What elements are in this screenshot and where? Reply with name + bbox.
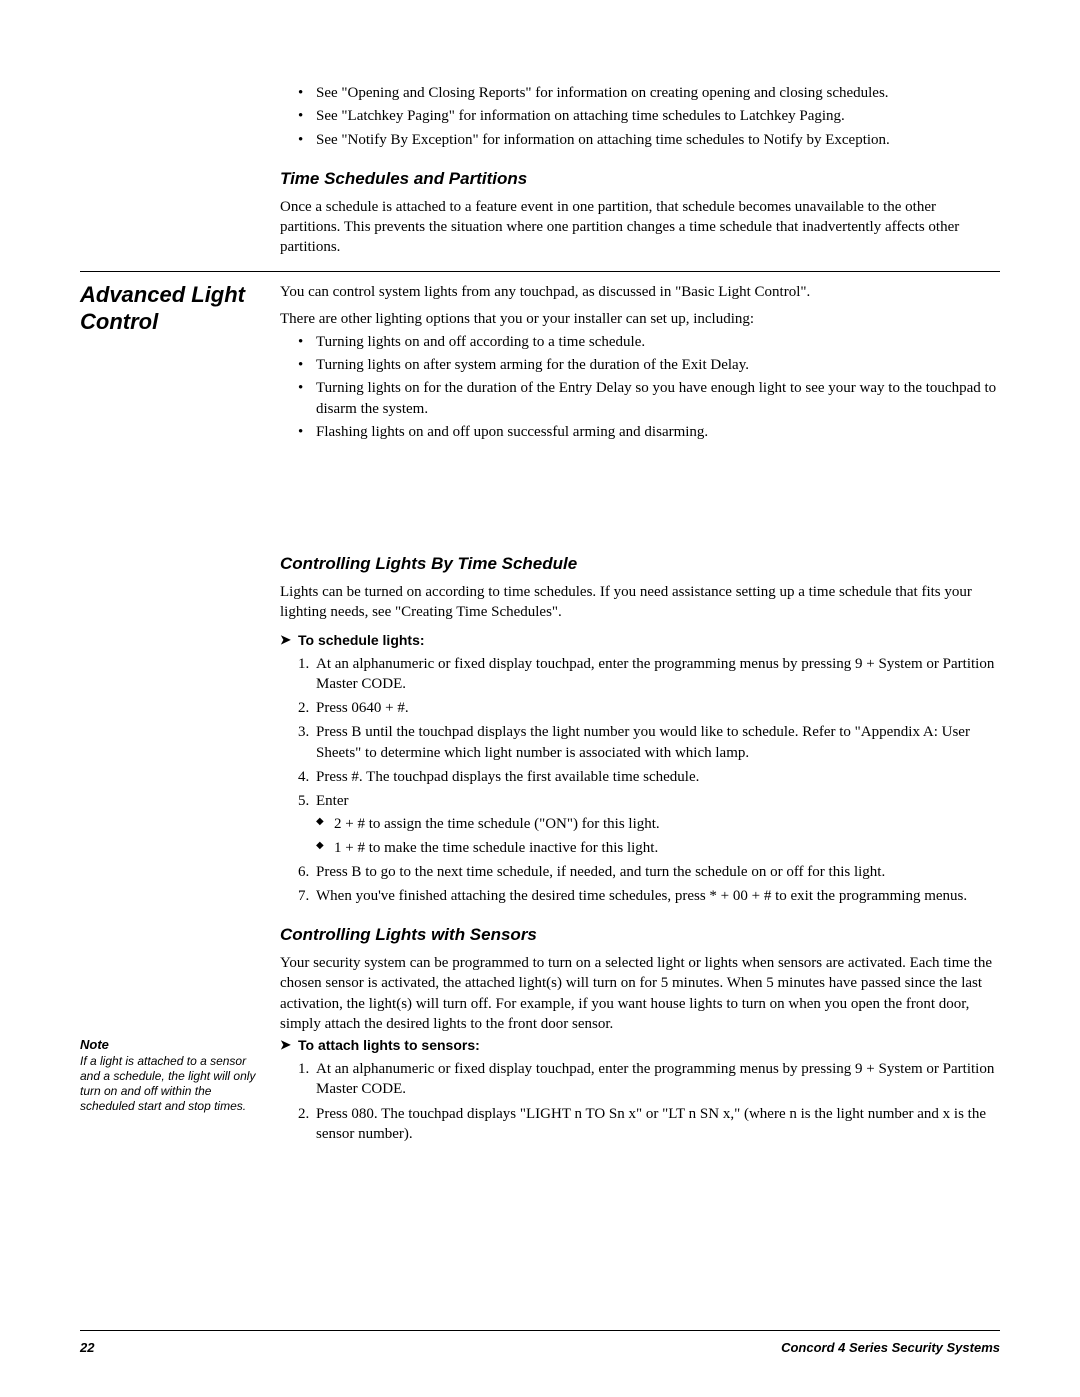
- bullet-text: Turning lights on after system arming fo…: [316, 357, 749, 373]
- light-options-bullets: Turning lights on and off according to a…: [280, 332, 1000, 442]
- step-text: .: [405, 700, 409, 716]
- intro-bullets: See "Opening and Closing Reports" for in…: [280, 83, 1000, 150]
- step-text: Press: [316, 700, 351, 716]
- divider: [80, 271, 1000, 272]
- procedure-heading: To attach lights to sensors:: [280, 1036, 1000, 1055]
- step: Press #. The touchpad displays the first…: [298, 767, 1000, 787]
- step: Press 080. The touchpad displays "LIGHT …: [298, 1104, 1000, 1145]
- code-text: 2 + #: [334, 816, 365, 832]
- subhead-time-schedules-partitions: Time Schedules and Partitions: [280, 168, 1000, 191]
- product-name: Concord 4 Series Security Systems: [781, 1339, 1000, 1357]
- step: At an alphanumeric or fixed display touc…: [298, 1059, 1000, 1100]
- paragraph: Lights can be turned on according to tim…: [280, 582, 1000, 623]
- code-text: B: [351, 864, 361, 880]
- step-text: . The touchpad displays "LIGHT n TO Sn x…: [316, 1106, 986, 1142]
- list-item: Turning lights on after system arming fo…: [316, 355, 1000, 375]
- step-text: Enter: [316, 793, 348, 809]
- step-text: At an alphanumeric or fixed display touc…: [316, 1061, 855, 1077]
- paragraph: You can control system lights from any t…: [280, 282, 1000, 302]
- list-item: Turning lights on for the duration of th…: [316, 378, 1000, 419]
- step-text: Press: [316, 724, 351, 740]
- step-text: Press: [316, 769, 351, 785]
- list-item: 2 + # to assign the time schedule ("ON")…: [334, 814, 1000, 834]
- step: When you've finished attaching the desir…: [298, 886, 1000, 906]
- enter-options: 2 + # to assign the time schedule ("ON")…: [298, 814, 1000, 858]
- code-text: B: [351, 724, 361, 740]
- step-text: . The touchpad displays the first availa…: [359, 769, 699, 785]
- attach-lights-sensors-steps: At an alphanumeric or fixed display touc…: [280, 1059, 1000, 1144]
- bullet-text: Turning lights on for the duration of th…: [316, 380, 996, 416]
- step-text: until the touchpad displays the light nu…: [316, 724, 970, 760]
- code-text: 0640 + #: [351, 700, 404, 716]
- paragraph: Once a schedule is attached to a feature…: [280, 197, 1000, 258]
- code-text: CODE: [361, 676, 402, 692]
- step-text: to assign the time schedule ("ON") for t…: [365, 816, 660, 832]
- step: Press B to go to the next time schedule,…: [298, 862, 1000, 882]
- list-item: Turning lights on and off according to a…: [316, 332, 1000, 352]
- step-text: to go to the next time schedule, if need…: [361, 864, 885, 880]
- step-text: At an alphanumeric or fixed display touc…: [316, 656, 855, 672]
- bullet-text: Flashing lights on and off upon successf…: [316, 424, 708, 440]
- step-text: .: [402, 1081, 406, 1097]
- step-text: When you've finished attaching the desir…: [316, 888, 709, 904]
- code-text: 9: [855, 656, 863, 672]
- list-item: 1 + # to make the time schedule inactive…: [334, 838, 1000, 858]
- step: Press 0640 + #.: [298, 698, 1000, 718]
- step-text: .: [402, 676, 406, 692]
- subhead-controlling-lights-with-sensors: Controlling Lights with Sensors: [280, 924, 1000, 947]
- step-text: to make the time schedule inactive for t…: [365, 840, 658, 856]
- code-text: 1 + #: [334, 840, 365, 856]
- step: Press B until the touchpad displays the …: [298, 722, 1000, 763]
- list-item: Flashing lights on and off upon successf…: [316, 422, 1000, 442]
- page-footer: 22 Concord 4 Series Security Systems: [80, 1330, 1000, 1357]
- step-text: to exit the programming menus.: [771, 888, 967, 904]
- bullet-text: Turning lights on and off according to a…: [316, 334, 645, 350]
- code-text: * + 00 + #: [709, 888, 771, 904]
- bullet-text: See "Latchkey Paging" for information on…: [316, 108, 845, 124]
- step-text: Press: [316, 1106, 351, 1122]
- code-text: CODE: [361, 1081, 402, 1097]
- step: Enter 2 + # to assign the time schedule …: [298, 791, 1000, 858]
- paragraph: There are other lighting options that yo…: [280, 309, 1000, 329]
- note-body: If a light is attached to a sensor and a…: [80, 1054, 260, 1114]
- code-text: 9: [855, 1061, 863, 1077]
- code-text: #: [351, 769, 359, 785]
- procedure-heading: To schedule lights:: [280, 631, 1000, 650]
- bullet-text: See "Notify By Exception" for informatio…: [316, 132, 890, 148]
- schedule-lights-steps: At an alphanumeric or fixed display touc…: [280, 654, 1000, 907]
- code-text: 080: [351, 1106, 374, 1122]
- list-item: See "Opening and Closing Reports" for in…: [316, 83, 1000, 103]
- list-item: See "Latchkey Paging" for information on…: [316, 106, 1000, 126]
- bullet-text: See "Opening and Closing Reports" for in…: [316, 85, 889, 101]
- step: At an alphanumeric or fixed display touc…: [298, 654, 1000, 695]
- step-text: Press: [316, 864, 351, 880]
- section-title-advanced-light-control: Advanced Light Control: [80, 282, 260, 335]
- list-item: See "Notify By Exception" for informatio…: [316, 130, 1000, 150]
- subhead-controlling-lights-by-time: Controlling Lights By Time Schedule: [280, 553, 1000, 576]
- note-heading: Note: [80, 1036, 260, 1054]
- paragraph: Your security system can be programmed t…: [280, 953, 1000, 1034]
- page-number: 22: [80, 1339, 94, 1357]
